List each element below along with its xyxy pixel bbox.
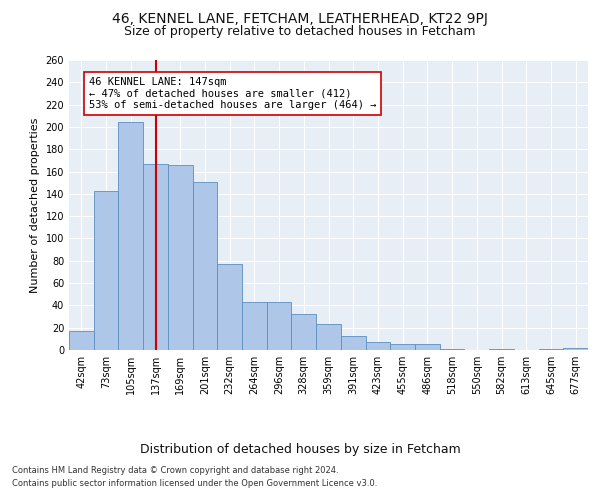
Text: Distribution of detached houses by size in Fetcham: Distribution of detached houses by size … (140, 442, 460, 456)
Text: Size of property relative to detached houses in Fetcham: Size of property relative to detached ho… (124, 25, 476, 38)
Bar (341, 336, 365, 350)
Bar (143, 164, 168, 350)
Bar (365, 342, 390, 350)
Bar (292, 314, 316, 350)
Bar (539, 349, 563, 350)
Bar (217, 264, 242, 350)
Text: Contains public sector information licensed under the Open Government Licence v3: Contains public sector information licen… (12, 479, 377, 488)
Bar (440, 349, 464, 350)
Bar (242, 302, 267, 350)
Bar (267, 302, 292, 350)
Bar (168, 165, 193, 350)
Bar (415, 344, 440, 350)
Bar (69, 331, 94, 350)
Text: 46 KENNEL LANE: 147sqm
← 47% of detached houses are smaller (412)
53% of semi-de: 46 KENNEL LANE: 147sqm ← 47% of detached… (89, 76, 376, 110)
Bar (316, 324, 341, 350)
Text: Contains HM Land Registry data © Crown copyright and database right 2024.: Contains HM Land Registry data © Crown c… (12, 466, 338, 475)
Bar (118, 122, 143, 350)
Y-axis label: Number of detached properties: Number of detached properties (30, 118, 40, 292)
Bar (390, 344, 415, 350)
Bar (489, 349, 514, 350)
Bar (193, 182, 217, 350)
Text: 46, KENNEL LANE, FETCHAM, LEATHERHEAD, KT22 9PJ: 46, KENNEL LANE, FETCHAM, LEATHERHEAD, K… (112, 12, 488, 26)
Bar (94, 190, 118, 350)
Bar (563, 348, 588, 350)
